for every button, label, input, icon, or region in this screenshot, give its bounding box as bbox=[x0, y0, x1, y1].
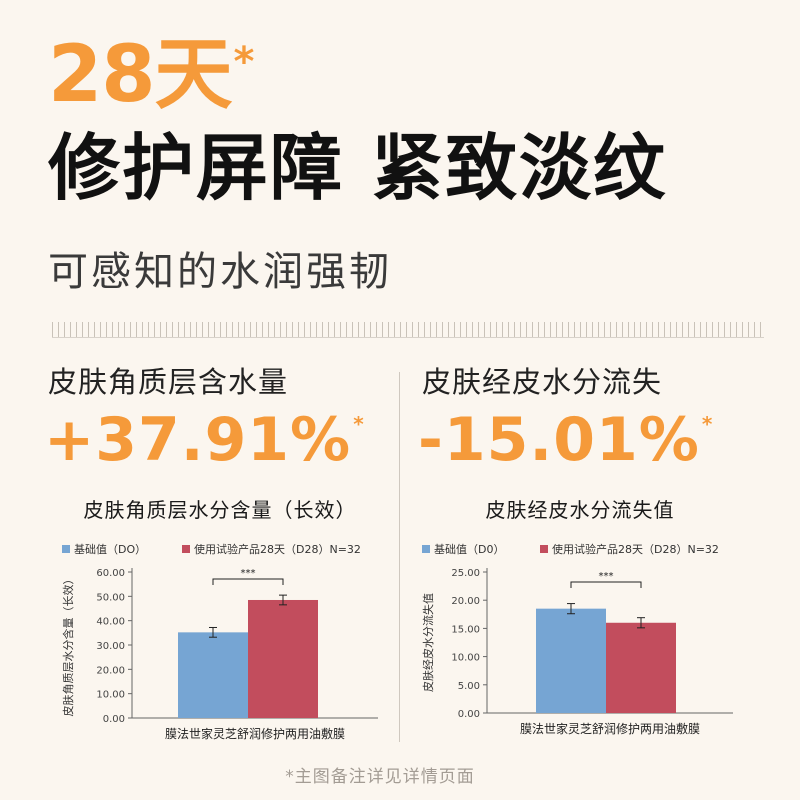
y-tick-label: 10.00 bbox=[451, 653, 480, 664]
y-tick-label: 40.00 bbox=[96, 617, 125, 628]
legend-swatch bbox=[182, 545, 190, 553]
ruler-decoration bbox=[52, 322, 764, 338]
legend-label: 使用试验产品28天（D28）N=32 bbox=[194, 542, 361, 556]
legend-label: 基础值（DO） bbox=[74, 543, 146, 556]
footnote: *主图备注详见详情页面 bbox=[285, 767, 475, 787]
significance-label: *** bbox=[599, 571, 614, 582]
bar-product bbox=[248, 599, 318, 718]
days-text: 28天 bbox=[48, 30, 233, 120]
metric-value-hydration-asterisk: * bbox=[353, 412, 365, 436]
legend-swatch bbox=[540, 545, 548, 553]
y-tick-label: 20.00 bbox=[96, 665, 125, 676]
y-tick-label: 60.00 bbox=[96, 568, 125, 579]
days-asterisk: * bbox=[233, 39, 255, 85]
chart-hydration: 基础值（DO） 使用试验产品28天（D28）N=32 皮肤角质层水分含量（长效） 0.… bbox=[61, 542, 378, 741]
y-axis-label: 皮肤经皮水分流失值 bbox=[421, 593, 435, 692]
y-tick-label: 50.00 bbox=[96, 592, 125, 603]
y-tick-label: 0.00 bbox=[458, 709, 480, 720]
column-divider bbox=[399, 372, 400, 742]
metric-value-tewl-asterisk: * bbox=[701, 412, 714, 436]
y-tick-label: 30.00 bbox=[96, 641, 125, 652]
legend-swatch bbox=[62, 545, 70, 553]
chart-title-tewl: 皮肤经皮水分流失值 bbox=[485, 498, 675, 522]
legend-label: 基础值（D0） bbox=[434, 543, 504, 556]
days-heading: 28天* bbox=[48, 36, 255, 114]
metric-label-hydration: 皮肤角质层含水量 bbox=[48, 365, 289, 399]
y-tick-label: 25.00 bbox=[451, 568, 480, 579]
y-axis-label: 皮肤角质层水分含量（长效） bbox=[61, 574, 75, 717]
metric-value-hydration: +37.91% * bbox=[44, 410, 365, 470]
y-tick-label: 15.00 bbox=[451, 624, 480, 635]
significance-bracket bbox=[570, 581, 642, 588]
metric-label-tewl: 皮肤经皮水分流失 bbox=[422, 365, 663, 399]
chart-tewl: 基础值（D0） 使用试验产品28天（D28）N=32 皮肤经皮水分流失值 0.00 5.… bbox=[421, 542, 733, 736]
y-tick-label: 20.00 bbox=[451, 596, 480, 607]
y-tick-label: 0.00 bbox=[103, 714, 125, 725]
significance-bracket bbox=[212, 578, 284, 585]
bar-baseline bbox=[536, 608, 606, 713]
bar-baseline bbox=[178, 632, 248, 718]
headline: 修护屏障 紧致淡纹 bbox=[48, 126, 668, 210]
metric-value-hydration-text: +37.91% bbox=[44, 405, 352, 475]
x-category-label: 膜法世家灵芝舒润修护两用油敷膜 bbox=[520, 721, 700, 736]
y-tick-label: 5.00 bbox=[458, 681, 480, 692]
x-category-label: 膜法世家灵芝舒润修护两用油敷膜 bbox=[165, 726, 345, 741]
significance-label: *** bbox=[241, 568, 256, 579]
legend-label: 使用试验产品28天（D28）N=32 bbox=[552, 542, 719, 556]
metric-value-tewl-text: -15.01% bbox=[418, 405, 700, 475]
subhead: 可感知的水润强韧 bbox=[48, 249, 392, 295]
metric-value-tewl: -15.01% * bbox=[418, 410, 713, 470]
ruler-baseline bbox=[52, 337, 764, 338]
bar-product bbox=[606, 622, 676, 713]
chart-title-hydration: 皮肤角质层水分含量（长效） bbox=[83, 498, 357, 522]
legend-swatch bbox=[422, 545, 430, 553]
y-tick-label: 10.00 bbox=[96, 690, 125, 701]
